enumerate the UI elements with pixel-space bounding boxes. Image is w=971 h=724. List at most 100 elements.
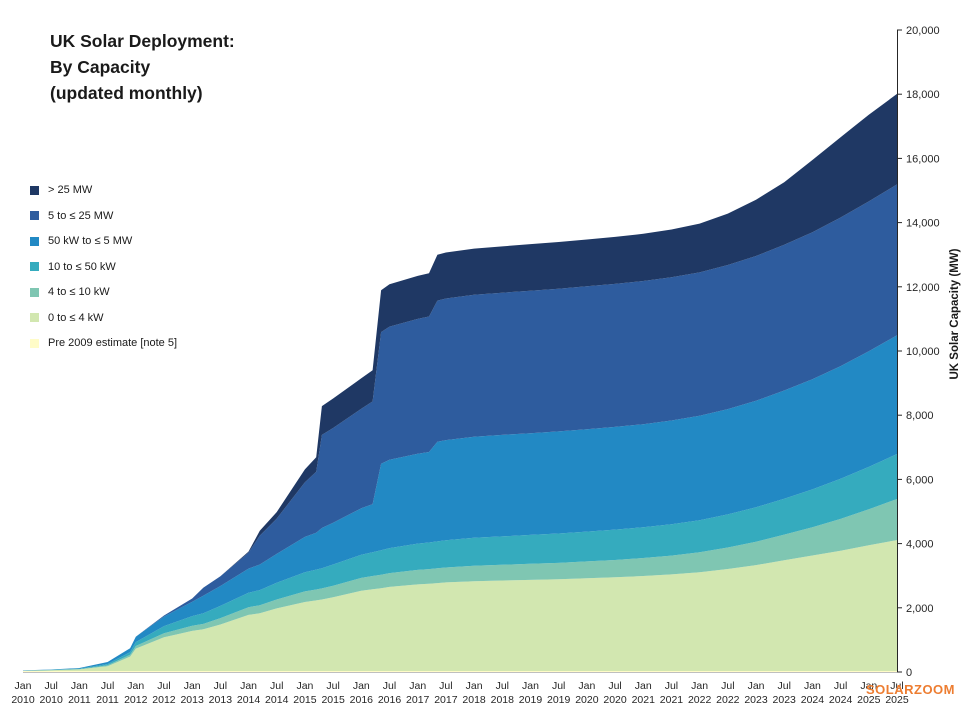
x-tick-label-year: 2011 xyxy=(96,694,119,706)
legend-item-0: > 25 MW xyxy=(30,184,177,196)
legend-swatch xyxy=(30,338,39,348)
area-pre-2009 xyxy=(23,671,897,672)
chart-title-line-3: (updated monthly) xyxy=(50,83,203,103)
legend-label: 50 kW to ≤ 5 MW xyxy=(48,235,133,247)
x-tick-label-month: Jul xyxy=(665,680,678,692)
x-tick-label-year: 2025 xyxy=(857,694,881,706)
legend-item-4: 4 to ≤ 10 kW xyxy=(30,286,177,298)
legend-label: 5 to ≤ 25 MW xyxy=(48,209,114,222)
x-tick-label-month: Jan xyxy=(691,680,708,692)
legend-item-6: Pre 2009 estimate [note 5] xyxy=(30,337,177,349)
legend-item-1: 5 to ≤ 25 MW xyxy=(30,210,177,222)
x-tick-label-month: Jan xyxy=(353,680,370,692)
x-tick-label-year: 2010 xyxy=(11,694,35,706)
y-tick-label: 4,000 xyxy=(906,539,934,551)
x-tick-label-month: Jul xyxy=(270,680,283,692)
y-tick-label: 18,000 xyxy=(906,89,940,101)
x-tick-label-month: Jan xyxy=(127,680,144,692)
x-tick-label-year: 2015 xyxy=(293,694,317,706)
legend-item-2: 50 kW to ≤ 5 MW xyxy=(30,235,177,247)
area-50kw-5mw xyxy=(23,335,897,671)
area-10-50kw xyxy=(23,454,897,671)
x-tick-label-year: 2021 xyxy=(632,694,656,706)
x-tick-label-year: 2011 xyxy=(68,694,91,706)
x-tick-label-year: 2019 xyxy=(519,694,543,706)
legend-label: Pre 2009 estimate [note 5] xyxy=(48,337,178,349)
x-tick-label-month: Jan xyxy=(184,680,201,692)
x-tick-label-month: Jul xyxy=(890,680,903,692)
legend-item-5: 0 to ≤ 4 kW xyxy=(30,312,177,324)
x-tick-label-year: 2016 xyxy=(350,694,374,706)
solarzoom-watermark: SOLARZOOM xyxy=(866,682,955,697)
x-tick-label-year: 2019 xyxy=(547,694,571,706)
x-tick-label-month: Jul xyxy=(721,680,734,692)
x-tick-label-year: 2014 xyxy=(265,694,289,706)
x-tick-label-month: Jul xyxy=(778,680,791,692)
x-tick-label-month: Jan xyxy=(804,680,821,692)
x-tick-label-year: 2017 xyxy=(434,694,458,706)
x-tick-label-year: 2020 xyxy=(603,694,627,706)
x-tick-label-year: 2025 xyxy=(885,694,909,706)
x-tick-label-month: Jan xyxy=(860,680,877,692)
x-tick-label-month: Jul xyxy=(552,680,565,692)
chart-legend: > 25 MW 5 to ≤ 25 MW 50 kW to ≤ 5 MW 10 to … xyxy=(30,184,177,349)
x-tick-label-month: Jan xyxy=(748,680,765,692)
x-tick-label-month: Jan xyxy=(635,680,652,692)
x-tick-label-month: Jan xyxy=(71,680,88,692)
x-tick-label-year: 2022 xyxy=(716,694,740,706)
x-tick-label-month: Jul xyxy=(157,680,170,692)
y-tick-label: 12,000 xyxy=(906,282,940,294)
legend-label: 0 to ≤ 4 kW xyxy=(48,311,104,324)
x-tick-label-year: 2013 xyxy=(209,694,233,706)
x-tick-label-year: 2021 xyxy=(660,694,684,706)
x-tick-label-year: 2024 xyxy=(801,694,825,706)
y-tick-label: 20,000 xyxy=(906,25,940,37)
x-tick-label-month: Jan xyxy=(240,680,257,692)
area-gt-25mw xyxy=(23,93,897,671)
y-tick-label: 6,000 xyxy=(906,474,934,486)
x-tick-label-month: Jan xyxy=(466,680,483,692)
x-tick-label-month: Jul xyxy=(101,680,114,692)
x-tick-label-year: 2012 xyxy=(124,694,148,706)
x-tick-label-month: Jul xyxy=(608,680,621,692)
x-tick-label-month: Jul xyxy=(383,680,396,692)
x-tick-label-year: 2010 xyxy=(40,694,64,706)
x-tick-label-year: 2012 xyxy=(152,694,176,706)
x-tick-label-year: 2018 xyxy=(462,694,486,706)
chart-title-line-2: By Capacity xyxy=(50,57,151,77)
x-tick-label-year: 2015 xyxy=(321,694,345,706)
area-0-4kw xyxy=(23,540,897,671)
x-tick-label-month: Jan xyxy=(15,680,32,692)
x-tick-label-year: 2023 xyxy=(773,694,797,706)
x-tick-label-year: 2022 xyxy=(688,694,712,706)
legend-swatch xyxy=(30,236,39,246)
x-tick-label-year: 2016 xyxy=(378,694,402,706)
y-tick-label: 16,000 xyxy=(906,153,940,165)
legend-label: 10 to ≤ 50 kW xyxy=(48,260,116,273)
y-tick-label: 0 xyxy=(906,667,912,679)
x-tick-label-month: Jul xyxy=(214,680,227,692)
legend-swatch xyxy=(30,287,39,297)
chart-title: UK Solar Deployment: By Capacity (update… xyxy=(50,28,235,106)
y-tick-label: 10,000 xyxy=(906,346,940,358)
legend-swatch xyxy=(30,262,39,271)
legend-label: 4 to ≤ 10 kW xyxy=(48,286,110,298)
chart-title-line-1: UK Solar Deployment: xyxy=(50,31,235,51)
y-tick-label: 14,000 xyxy=(906,218,940,230)
x-tick-label-year: 2020 xyxy=(575,694,599,706)
legend-swatch xyxy=(30,313,39,322)
x-tick-label-month: Jul xyxy=(496,680,509,692)
legend-swatch xyxy=(30,211,39,220)
x-tick-label-month: Jul xyxy=(326,680,339,692)
area-5-25mw xyxy=(23,184,897,671)
x-tick-label-month: Jan xyxy=(522,680,539,692)
x-tick-label-year: 2014 xyxy=(237,694,261,706)
legend-label: > 25 MW xyxy=(48,184,93,196)
x-tick-label-month: Jul xyxy=(834,680,847,692)
x-tick-label-month: Jul xyxy=(44,680,57,692)
legend-item-3: 10 to ≤ 50 kW xyxy=(30,261,177,273)
legend-swatch xyxy=(30,185,39,195)
x-tick-label-year: 2024 xyxy=(829,694,853,706)
y-tick-label: 8,000 xyxy=(906,410,934,422)
